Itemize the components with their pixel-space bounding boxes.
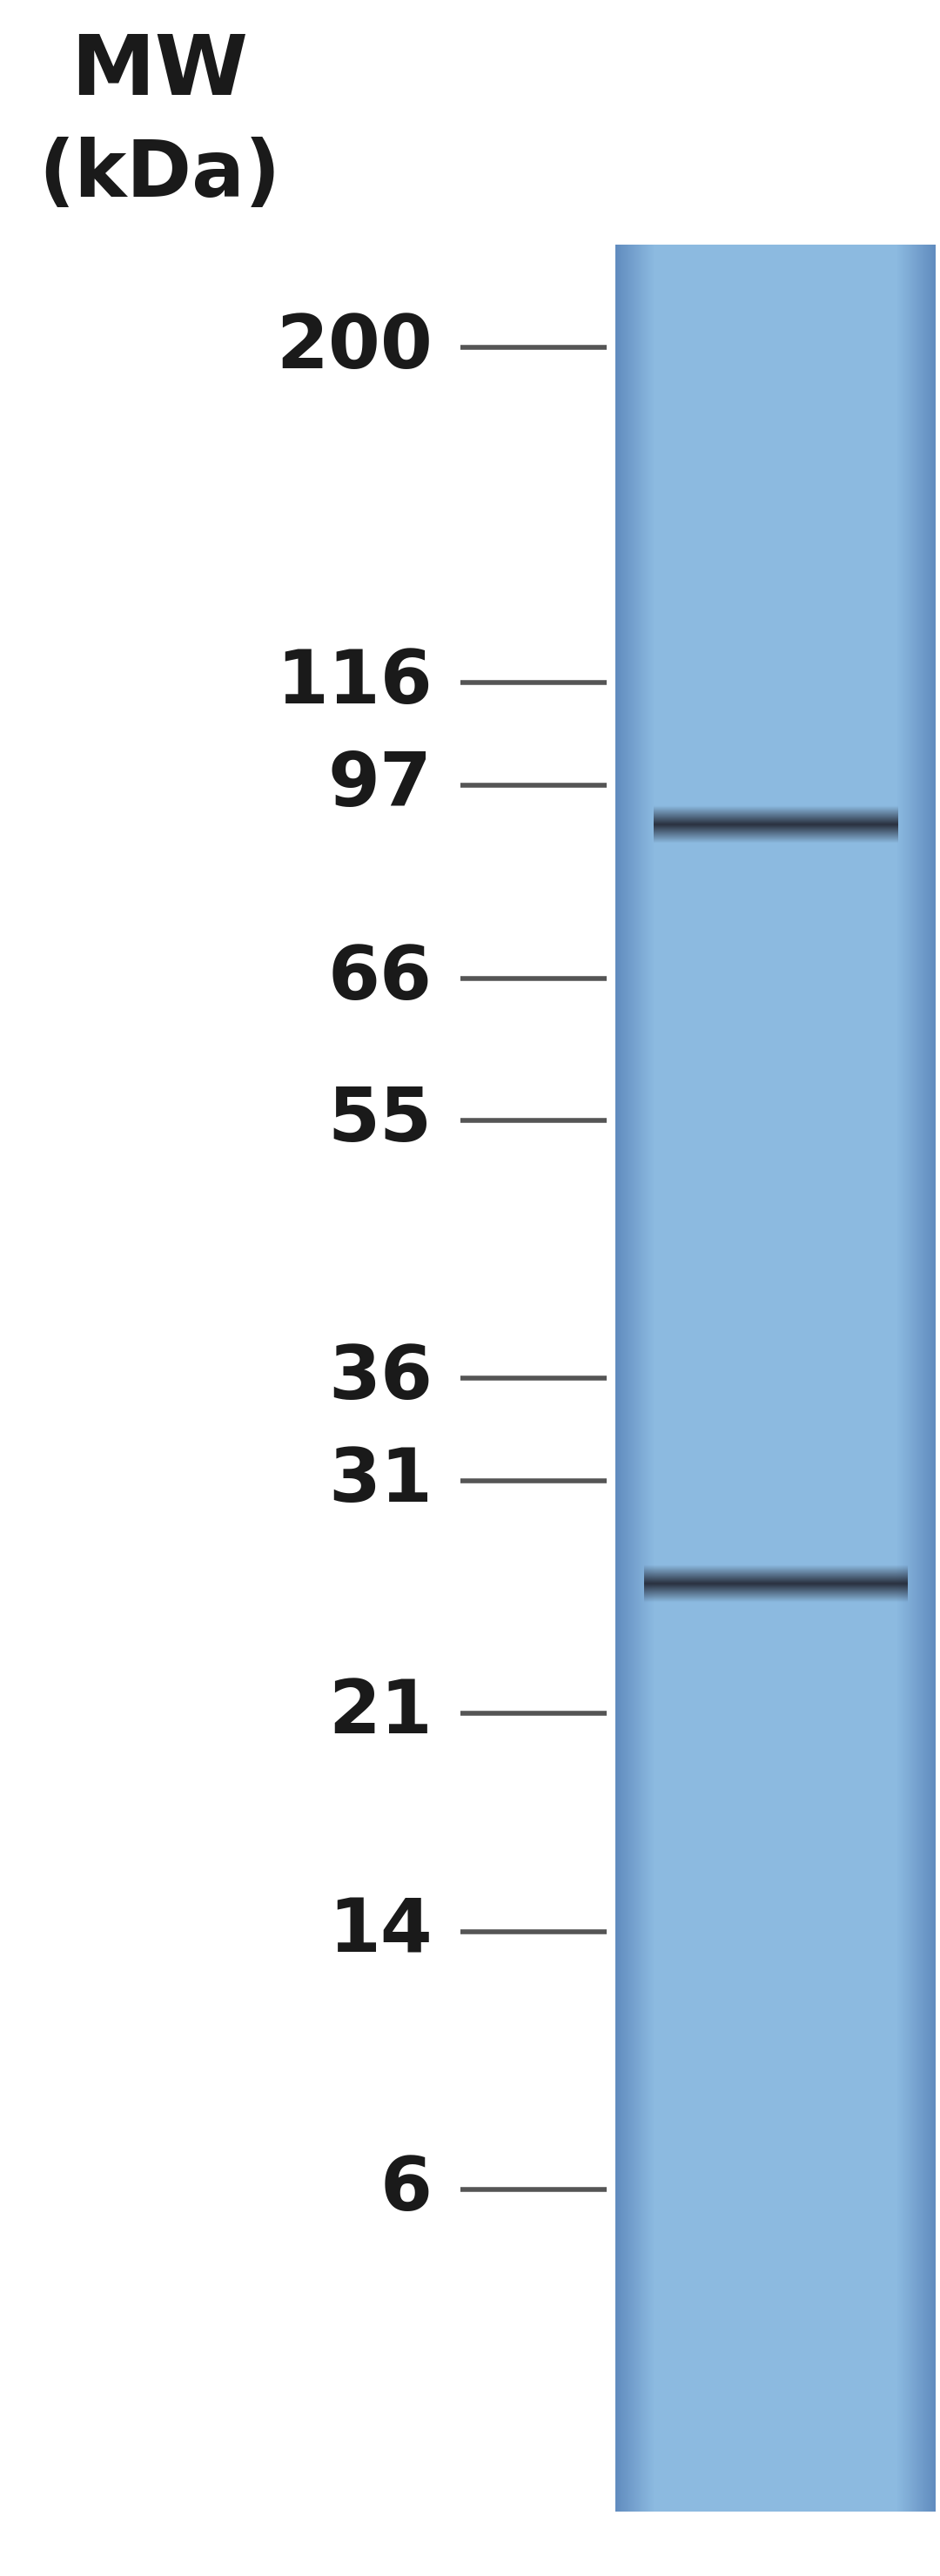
Text: (kDa): (kDa) xyxy=(39,137,281,214)
Text: MW: MW xyxy=(71,31,248,113)
Text: 6: 6 xyxy=(380,2154,432,2226)
Text: 14: 14 xyxy=(328,1896,432,1968)
Text: 36: 36 xyxy=(328,1342,432,1414)
Text: 66: 66 xyxy=(328,943,432,1015)
Text: 97: 97 xyxy=(328,750,432,822)
Text: 21: 21 xyxy=(328,1677,432,1749)
Text: 116: 116 xyxy=(276,647,432,719)
Text: 31: 31 xyxy=(328,1445,432,1517)
Text: 200: 200 xyxy=(275,312,432,384)
Text: 55: 55 xyxy=(328,1084,432,1157)
